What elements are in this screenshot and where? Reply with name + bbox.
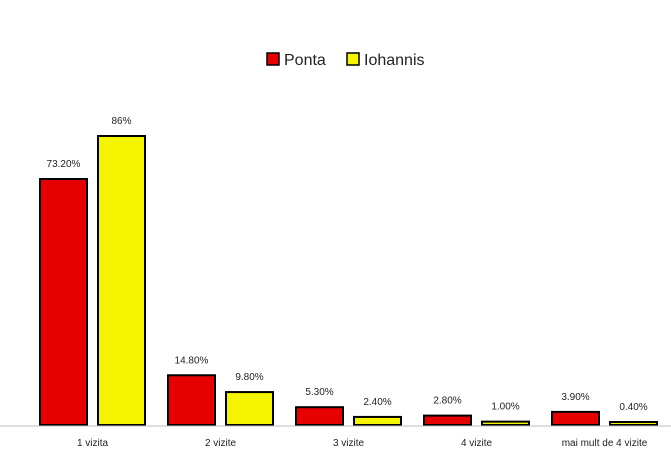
bars-group <box>39 135 658 427</box>
data-label-ponta-3: 5.30% <box>305 387 333 398</box>
data-label-iohannis-3: 2.40% <box>363 397 391 408</box>
bar-ponta-1 <box>39 178 88 426</box>
bar-ponta-3 <box>295 406 344 427</box>
x-axis: 1 vizita 2 vizite 3 vizite 4 vizite mai mult… <box>0 425 671 449</box>
x-tick-label-2: 2 vizite <box>205 438 237 449</box>
legend: Ponta Iohannis <box>266 52 425 69</box>
bar-ponta-5 <box>551 410 600 427</box>
data-label-iohannis-1: 86% <box>111 116 131 127</box>
bar-ponta-2 <box>167 374 216 426</box>
data-labels-group: 73.20% 14.80% 5.30% 2.80% 3.90% 86% 9.80% 2.40%… <box>47 116 648 413</box>
x-tick-label-4: 4 vizite <box>461 438 493 449</box>
legend-swatch-ponta <box>266 52 280 66</box>
data-label-ponta-2: 14.80% <box>175 355 209 366</box>
bar-iohannis-3 <box>353 415 402 426</box>
bar-ponta-4 <box>423 414 472 427</box>
data-label-iohannis-4: 1.00% <box>491 402 519 413</box>
x-tick-label-1: 1 vizita <box>77 438 109 449</box>
data-label-ponta-5: 3.90% <box>561 392 589 403</box>
bar-iohannis-4 <box>481 420 530 426</box>
bar-iohannis-1 <box>97 135 146 426</box>
data-label-iohannis-5: 0.40% <box>619 402 647 413</box>
legend-label-ponta: Ponta <box>284 52 326 69</box>
bar-iohannis-5 <box>609 421 658 426</box>
x-tick-label-5: mai mult de 4 vizite <box>562 438 648 449</box>
legend-label-iohannis: Iohannis <box>364 52 425 69</box>
data-label-ponta-1: 73.20% <box>47 159 81 170</box>
data-label-ponta-4: 2.80% <box>433 396 461 407</box>
data-label-iohannis-2: 9.80% <box>235 372 263 383</box>
bar-iohannis-2 <box>225 391 274 427</box>
x-tick-label-3: 3 vizite <box>333 438 365 449</box>
legend-swatch-iohannis <box>346 52 360 66</box>
